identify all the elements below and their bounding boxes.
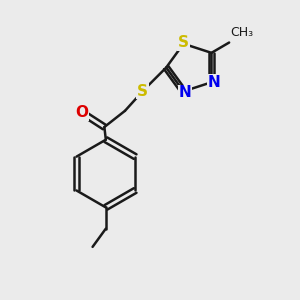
Text: O: O bbox=[75, 105, 88, 120]
Text: S: S bbox=[178, 35, 189, 50]
Text: N: N bbox=[178, 85, 191, 100]
Text: S: S bbox=[137, 84, 148, 99]
Text: CH₃: CH₃ bbox=[231, 26, 254, 39]
Text: N: N bbox=[208, 75, 221, 90]
